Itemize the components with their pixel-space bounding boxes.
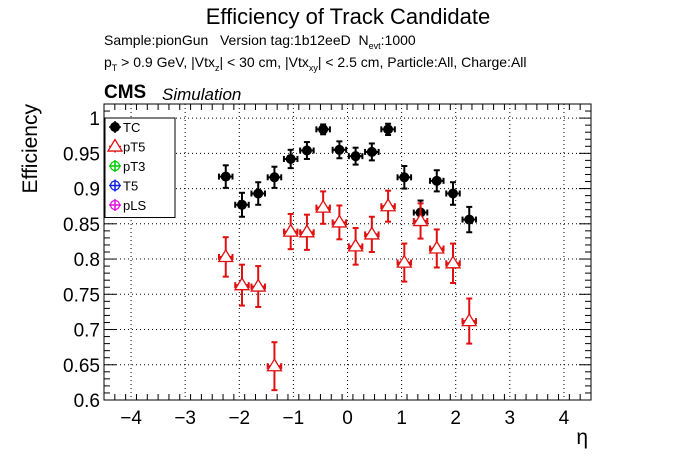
marker-tc [301, 145, 312, 156]
vtx-rest: | < 30 cm, |Vtx [219, 54, 309, 70]
legend-marker [109, 199, 121, 211]
marker-pt5 [282, 223, 299, 237]
marker-tc [399, 172, 410, 183]
marker-pt5 [298, 224, 316, 238]
marker-tc [464, 214, 475, 225]
marker-tc [448, 188, 459, 199]
marker-pt5 [379, 197, 397, 212]
marker-pt5 [363, 226, 381, 240]
x-tick-label: 3 [505, 408, 516, 429]
marker-tc [236, 199, 247, 210]
marker-pt5 [396, 254, 413, 268]
marker-pt5 [461, 312, 478, 327]
marker-pt5 [331, 214, 348, 228]
marker-pt5 [233, 276, 251, 291]
marker-pt5 [347, 238, 364, 252]
y-tick-label: 0.6 [74, 391, 100, 412]
marker-tc [269, 172, 280, 183]
vtxz-sub: z [214, 63, 220, 73]
legend-marker [110, 122, 120, 132]
nevt-main: N [358, 32, 369, 48]
marker-pt5 [217, 248, 234, 263]
legend-marker [109, 180, 121, 191]
marker-tc [366, 146, 377, 157]
x-tick-label: −3 [174, 408, 196, 429]
y-tick-label: 0.65 [63, 356, 100, 377]
legend-label-pls: pLS [123, 198, 146, 213]
legend-label-t5: T5 [123, 179, 138, 194]
marker-pt5 [428, 240, 445, 254]
y-axis-label: Efficiency [19, 104, 42, 194]
y-tick-label: 0.8 [74, 250, 100, 271]
legend-label-pt3: pT3 [123, 159, 145, 174]
marker-pt5 [412, 212, 429, 227]
pt-sub: T [111, 63, 118, 73]
marker-tc [253, 188, 264, 199]
simulation-label: Simulation [162, 85, 242, 104]
legend-label-pt5: pT5 [123, 140, 145, 155]
sample-label: Sample:pionGun [104, 32, 209, 48]
marker-tc [220, 171, 231, 182]
x-tick-label: 1 [396, 408, 407, 429]
x-tick-label: 0 [342, 408, 353, 429]
y-tick-label: 0.9 [74, 180, 100, 201]
legend-marker [109, 160, 121, 172]
marker-tc [431, 175, 442, 186]
marker-tc [383, 124, 394, 135]
y-tick-label: 0.7 [74, 321, 100, 342]
vtxxy-sub: xy [308, 63, 318, 73]
y-tick-label: 0.95 [63, 144, 100, 165]
marker-pt5 [444, 255, 462, 269]
y-tick-label: 0.85 [63, 215, 100, 236]
nevt-value: :1000 [380, 32, 416, 48]
marker-pt5 [266, 357, 283, 372]
sample-info: Sample:pionGun Version tag:1b12eeD Nevt:… [104, 32, 416, 51]
x-tick-label: 4 [559, 408, 570, 429]
x-tick-label: −4 [120, 408, 142, 429]
marker-tc [334, 144, 345, 155]
x-axis-label: η [576, 426, 588, 449]
marker-tc [285, 153, 296, 164]
marker-pt5 [250, 278, 267, 292]
legend-marker [106, 138, 124, 152]
y-tick-label: 1 [89, 109, 100, 130]
chart-title: Efficiency of Track Candidate [205, 4, 491, 29]
x-tick-label: −1 [283, 408, 305, 429]
x-tick-label: −2 [228, 408, 250, 429]
legend-label-tc: TC [123, 120, 140, 135]
marker-tc [318, 124, 329, 135]
y-tick-label: 0.75 [63, 285, 100, 306]
cuts-info: pT > 0.9 GeV, |Vtxz| < 30 cm, |Vtxxy| < … [104, 54, 527, 73]
cut-rest: | < 2.5 cm, Particle:All, Charge:All [317, 54, 527, 70]
version-label: Version tag:1b12eeD [219, 32, 351, 48]
pt-main: p [104, 54, 112, 70]
nevt-sub: evt [368, 41, 381, 51]
pt-rest: > 0.9 GeV, |Vtx [117, 54, 215, 70]
marker-tc [350, 151, 361, 162]
cms-label: CMS [104, 82, 147, 103]
marker-pt5 [314, 199, 332, 213]
x-tick-label: 2 [450, 408, 461, 429]
